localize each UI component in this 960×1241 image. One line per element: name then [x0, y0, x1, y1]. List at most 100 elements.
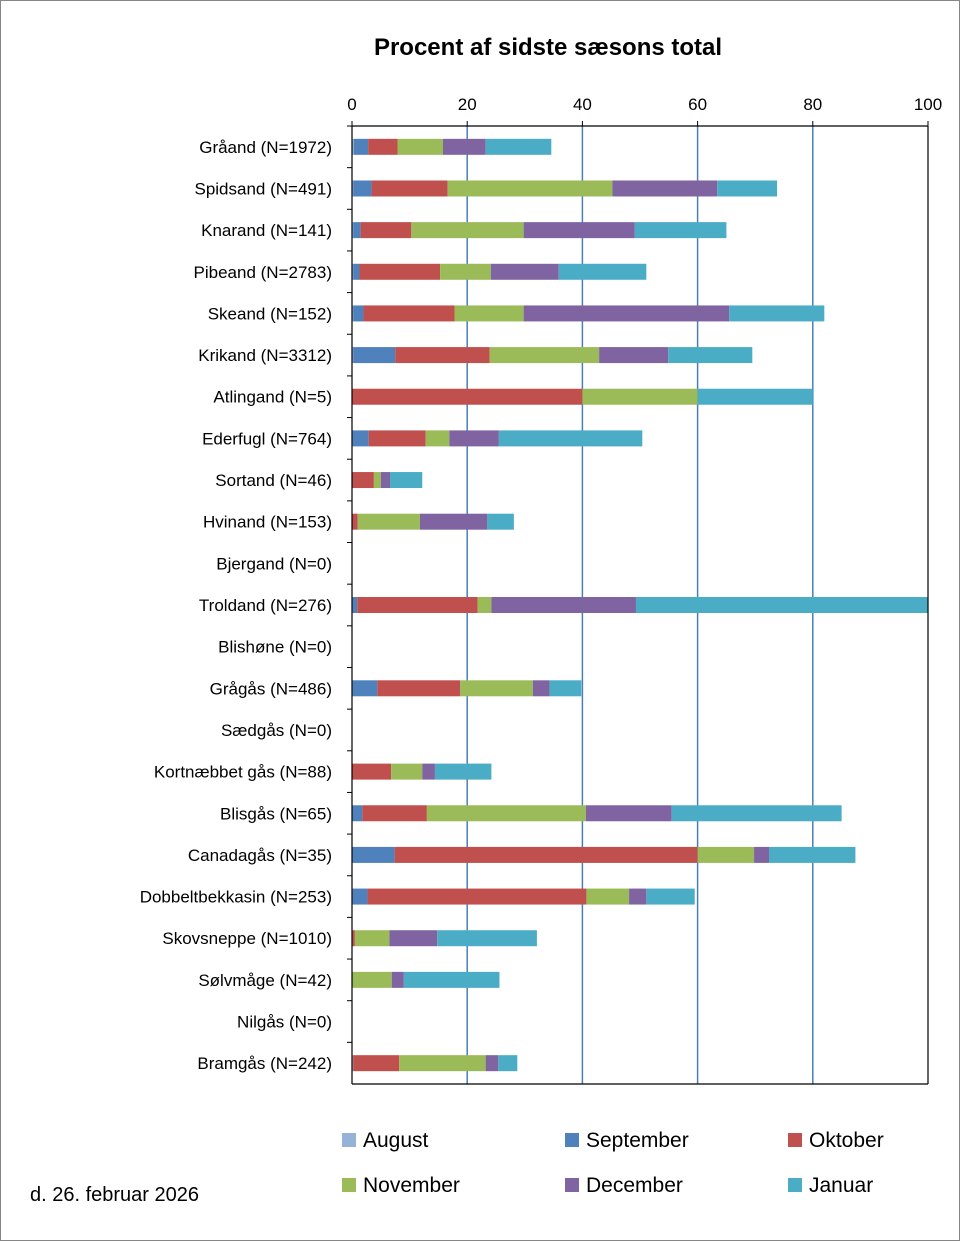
bar-segment-september: [353, 347, 396, 364]
bar-segment-november: [697, 846, 755, 863]
bar-segment-december: [532, 680, 550, 697]
bar-segment-december: [449, 430, 499, 447]
category-label: Kortnæbbet gås (N=88): [154, 763, 332, 782]
bar-segment-januar: [487, 513, 514, 530]
category-label: Sædgås (N=0): [221, 721, 332, 740]
bar-segment-oktober: [377, 680, 461, 697]
bar-segment-september: [352, 597, 358, 613]
bar-segment-november: [425, 430, 450, 447]
bar-segment-september: [352, 888, 368, 905]
bars: [352, 138, 928, 1072]
category-label: Gråand (N=1972): [199, 138, 332, 157]
category-label: Nilgås (N=0): [237, 1013, 332, 1032]
bar-segment-december: [523, 305, 730, 322]
bar-segment-september: [352, 805, 363, 822]
category-label: Dobbeltbekkasin (N=253): [140, 888, 332, 907]
bar-segment-januar: [498, 430, 643, 447]
bar-segment-oktober: [352, 388, 583, 405]
bar-segment-december: [419, 513, 488, 530]
legend-label-december: December: [586, 1174, 683, 1197]
bar-segment-november: [447, 180, 613, 197]
bar-segment-januar: [671, 805, 842, 822]
x-tick-label: 40: [573, 95, 592, 114]
bar-segment-oktober: [353, 1055, 400, 1072]
legend-swatch-september: [565, 1133, 579, 1147]
category-label: Pibeand (N=2783): [194, 263, 332, 282]
bar-segment-januar: [434, 763, 492, 780]
category-label: Knarand (N=141): [201, 221, 332, 240]
bar-segment-januar: [769, 846, 856, 863]
bar-segment-oktober: [360, 222, 412, 239]
bar-segment-oktober: [352, 930, 355, 947]
bar-segment-september: [352, 846, 395, 863]
category-label: Sortand (N=46): [215, 471, 332, 490]
bar-segment-oktober: [363, 305, 455, 322]
bar-segment-december: [585, 805, 672, 822]
bar-segment-oktober: [352, 763, 392, 780]
bar-segment-oktober: [362, 805, 427, 822]
bar-segment-september: [353, 222, 361, 239]
bar-segment-november: [582, 388, 698, 405]
bar-segment-oktober: [371, 180, 448, 197]
bar-segment-november: [399, 1055, 486, 1072]
category-label: Spidsand (N=491): [194, 179, 332, 198]
legend-swatch-oktober: [788, 1133, 802, 1147]
chart-title: Procent af sidste sæsons total: [374, 34, 722, 61]
category-label: Krikand (N=3312): [198, 346, 332, 365]
x-tick-labels: 0 20 40 60 80 100: [347, 95, 942, 114]
legend-label-august: August: [363, 1129, 429, 1152]
bar-segment-december: [490, 263, 559, 280]
axes: [347, 121, 929, 1085]
bar-segment-oktober: [352, 513, 358, 530]
bar-segment-september: [353, 180, 372, 197]
category-label: Ederfugl (N=764): [202, 429, 332, 448]
legend-label-november: November: [363, 1174, 460, 1197]
bar-segment-oktober: [357, 597, 478, 613]
bar-segment-januar: [390, 472, 423, 489]
bar-segment-november: [354, 930, 390, 947]
bar-segment-januar: [646, 888, 695, 905]
bar-segment-september: [353, 263, 360, 280]
category-label: Atlingand (N=5): [213, 388, 332, 407]
bar-segment-december: [754, 846, 770, 863]
category-label: Grågås (N=486): [210, 679, 332, 698]
bar-segment-september: [353, 138, 369, 155]
bar-segment-januar: [634, 222, 727, 239]
bar-segment-december: [485, 1055, 499, 1072]
bar-segment-september: [352, 680, 378, 697]
bar-segment-december: [612, 180, 718, 197]
bar-segment-oktober: [368, 138, 398, 155]
bar-segment-oktober: [395, 347, 490, 364]
bar-segment-januar: [498, 1055, 518, 1072]
legend-label-oktober: Oktober: [809, 1129, 884, 1152]
bar-segment-december: [422, 763, 435, 780]
legend-label-september: September: [586, 1129, 689, 1152]
bar-segment-november: [357, 513, 420, 530]
bar-segment-november: [426, 805, 586, 822]
bar-segment-november: [440, 263, 491, 280]
legend-swatch-december: [565, 1178, 579, 1192]
x-tick-label: 60: [688, 95, 707, 114]
bar-segment-oktober: [352, 472, 374, 489]
bar-segment-januar: [717, 180, 778, 197]
bar-segment-oktober: [359, 263, 441, 280]
bar-segment-december: [443, 138, 486, 155]
bar-segment-december: [391, 971, 404, 988]
category-label: Bramgås (N=242): [197, 1054, 332, 1073]
category-label: Troldand (N=276): [199, 596, 332, 615]
bar-segment-november: [477, 597, 492, 613]
bar-segment-november: [397, 138, 444, 155]
bar-segment-september: [353, 305, 364, 322]
bar-segment-december: [491, 597, 636, 613]
legend-swatch-august: [342, 1133, 356, 1147]
category-label: Bjergand (N=0): [216, 554, 332, 573]
bar-segment-oktober: [367, 888, 587, 905]
footer-date: d. 26. februar 2026: [30, 1184, 200, 1206]
bar-segment-november: [586, 888, 630, 905]
bar-segment-januar: [437, 930, 537, 947]
legend: August September Oktober November December Ja…: [342, 1129, 884, 1197]
bar-segment-januar: [403, 971, 500, 988]
x-tick-label: 100: [914, 95, 942, 114]
